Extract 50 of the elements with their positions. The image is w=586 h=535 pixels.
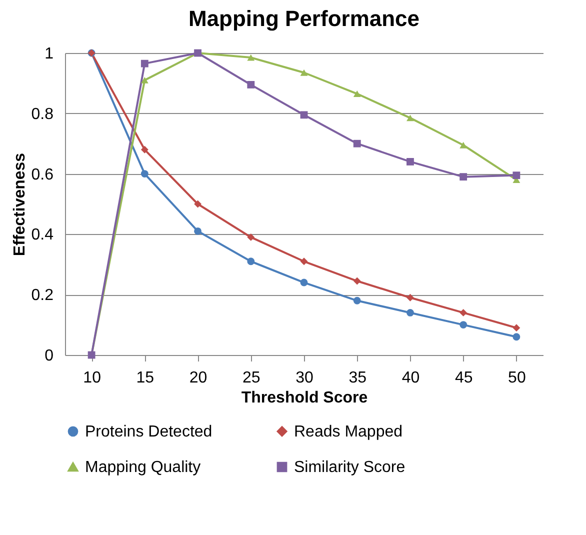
point xyxy=(247,54,255,61)
x-tick-label: 35 xyxy=(348,370,367,386)
legend-label: Proteins Detected xyxy=(85,423,212,440)
y-tick-label: 0.2 xyxy=(31,287,54,304)
point xyxy=(353,296,361,304)
point xyxy=(406,114,414,122)
point xyxy=(140,76,148,84)
y-tick-label: 0.6 xyxy=(31,166,54,184)
point xyxy=(460,142,468,148)
point xyxy=(300,258,308,266)
chart-title: Mapping Performance xyxy=(188,6,420,31)
x-tick-label: 30 xyxy=(296,370,314,386)
point xyxy=(300,69,308,76)
point xyxy=(460,173,468,181)
point xyxy=(247,258,255,266)
x-tick-label: 15 xyxy=(136,370,154,386)
legend-label: Mapping Quality xyxy=(85,459,201,476)
point xyxy=(512,172,520,180)
x-tick-label: 25 xyxy=(242,370,260,386)
point xyxy=(353,90,361,97)
point xyxy=(406,158,414,166)
point xyxy=(194,227,202,235)
x-axis-title: Threshold Score xyxy=(241,390,368,406)
point xyxy=(460,309,468,316)
y-tick-label: 0 xyxy=(44,348,54,364)
legend-label: Reads Mapped xyxy=(294,423,403,440)
point xyxy=(247,234,255,241)
point xyxy=(406,294,414,302)
point xyxy=(247,81,255,88)
point xyxy=(406,309,414,316)
x-tick-label: 45 xyxy=(454,370,473,386)
x-tick-label: 50 xyxy=(508,370,526,386)
legend-label: Similarity Score xyxy=(294,459,406,476)
x-tick-label: 40 xyxy=(402,370,420,386)
point xyxy=(140,146,148,154)
point xyxy=(140,170,148,178)
point xyxy=(512,324,520,332)
point xyxy=(353,140,361,148)
point xyxy=(300,278,308,286)
point xyxy=(353,277,361,285)
point xyxy=(512,333,520,341)
y-tick-label: 1 xyxy=(44,46,54,62)
y-tick-label: 0.8 xyxy=(31,106,54,123)
x-tick-label: 10 xyxy=(83,370,102,386)
y-axis-title: Effectiveness xyxy=(11,152,28,256)
y-tick-label: 0.4 xyxy=(31,226,54,244)
x-tick-label: 20 xyxy=(189,370,208,386)
point xyxy=(300,111,308,119)
point xyxy=(140,60,148,68)
point xyxy=(460,321,468,328)
